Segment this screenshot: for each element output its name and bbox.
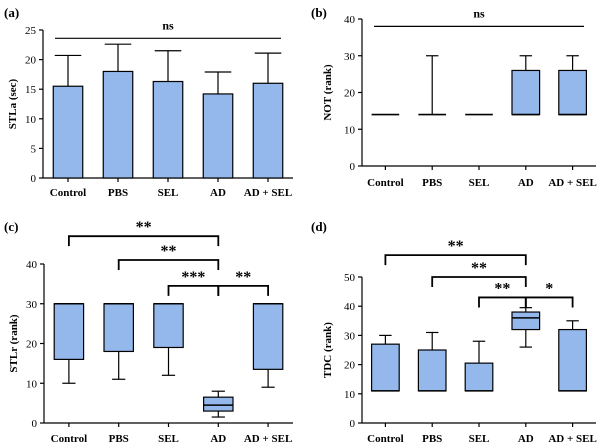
- y-tick-label: 20: [25, 55, 37, 67]
- x-tick-label: SEL: [469, 177, 490, 189]
- significance-label: ns: [162, 18, 174, 32]
- box: [252, 303, 284, 370]
- y-tick-label: 40: [344, 14, 356, 26]
- significance-label: **: [448, 238, 464, 255]
- chart-panel-3: (d) TDC (rank) 0 10 20 30 40 50 Control PBS SEL AD A…: [311, 219, 597, 445]
- y-tick-label: 40: [26, 259, 38, 271]
- box: [103, 303, 134, 353]
- y-tick-label: 10: [26, 378, 38, 390]
- significance-label: **: [161, 243, 177, 260]
- bar: [52, 85, 84, 179]
- significance-label: **: [235, 269, 251, 286]
- box: [558, 69, 588, 116]
- box: [153, 303, 184, 349]
- significance-label: **: [136, 219, 152, 236]
- x-tick-label: SEL: [158, 187, 179, 199]
- y-tick-label: 10: [25, 114, 37, 126]
- bar: [202, 93, 234, 179]
- x-tick-label: Control: [51, 433, 87, 445]
- y-tick-label: 40: [344, 301, 356, 313]
- box: [203, 396, 234, 412]
- x-tick-label: Control: [50, 187, 86, 199]
- box: [558, 328, 588, 392]
- y-axis-title: STLr (rank): [8, 314, 20, 373]
- x-tick-label: AD: [210, 187, 226, 199]
- y-tick-label: 20: [26, 339, 38, 351]
- x-tick-label: PBS: [109, 433, 129, 445]
- box: [53, 303, 85, 361]
- panel-label: (c): [4, 219, 18, 234]
- x-tick-label: AD + SEL: [244, 433, 292, 445]
- significance-label: **: [494, 280, 510, 297]
- significance-label: ns: [473, 6, 485, 20]
- significance-bracket: [167, 284, 220, 296]
- significance-bracket: [478, 296, 527, 308]
- significance-bracket: [68, 235, 220, 247]
- x-tick-label: SEL: [469, 433, 490, 445]
- y-tick-label: 30: [344, 330, 356, 342]
- y-tick-label: 50: [344, 272, 356, 284]
- chart-panel-0: (a) STLa (sec) 0 5 10 15 20 25 Control PBS SEL AD AD…: [4, 5, 293, 199]
- y-tick-label: 10: [344, 124, 356, 136]
- y-tick-label: 0: [350, 161, 356, 173]
- y-axis-title: TDC (rank): [322, 322, 334, 378]
- box: [370, 343, 400, 392]
- x-tick-label: AD: [518, 177, 534, 189]
- significance-bracket: [431, 276, 527, 287]
- y-tick-label: 0: [350, 418, 356, 430]
- y-axis-title: NOT (rank): [322, 64, 334, 121]
- y-tick-label: 0: [31, 173, 37, 185]
- y-tick-label: 5: [31, 143, 37, 155]
- x-tick-label: PBS: [108, 187, 128, 199]
- significance-label: **: [471, 260, 487, 277]
- bar: [102, 70, 134, 179]
- y-tick-label: 20: [344, 360, 356, 372]
- bar: [152, 80, 184, 179]
- chart-panel-2: (c) STLr (rank) 0 10 20 30 40 Control PBS SEL AD AD…: [4, 219, 293, 445]
- significance-label: *: [545, 280, 553, 297]
- x-tick-label: AD + SEL: [548, 177, 596, 189]
- box: [464, 362, 494, 392]
- box: [417, 349, 447, 392]
- box: [511, 69, 541, 116]
- y-tick-label: 25: [25, 25, 37, 37]
- x-tick-label: AD: [518, 433, 534, 445]
- y-tick-label: 30: [344, 51, 356, 63]
- x-tick-label: PBS: [422, 433, 442, 445]
- x-tick-label: SEL: [158, 433, 179, 445]
- significance-bracket: [524, 296, 574, 308]
- y-tick-label: 30: [26, 299, 38, 311]
- box: [511, 311, 541, 331]
- bar: [252, 82, 284, 179]
- x-tick-label: AD + SEL: [548, 433, 596, 445]
- x-tick-label: Control: [367, 177, 403, 189]
- chart-panel-1: (b) NOT (rank) 0 10 20 30 40 Control PBS SEL AD AD …: [311, 5, 597, 189]
- panel-label: (b): [311, 5, 327, 20]
- y-tick-label: 0: [32, 418, 38, 430]
- x-tick-label: AD: [210, 433, 226, 445]
- significance-label: ***: [181, 269, 205, 286]
- y-tick-label: 15: [25, 84, 37, 96]
- panel-label: (a): [4, 5, 19, 20]
- y-tick-label: 10: [344, 389, 356, 401]
- y-axis-title: STLa (sec): [7, 78, 19, 129]
- significance-bracket: [217, 284, 269, 296]
- y-tick-label: 20: [344, 88, 356, 100]
- x-tick-label: Control: [367, 433, 403, 445]
- significance-bracket: [117, 259, 220, 271]
- x-tick-label: PBS: [422, 177, 442, 189]
- x-tick-label: AD + SEL: [244, 187, 292, 199]
- panel-label: (d): [311, 219, 327, 234]
- significance-bracket: [384, 254, 527, 266]
